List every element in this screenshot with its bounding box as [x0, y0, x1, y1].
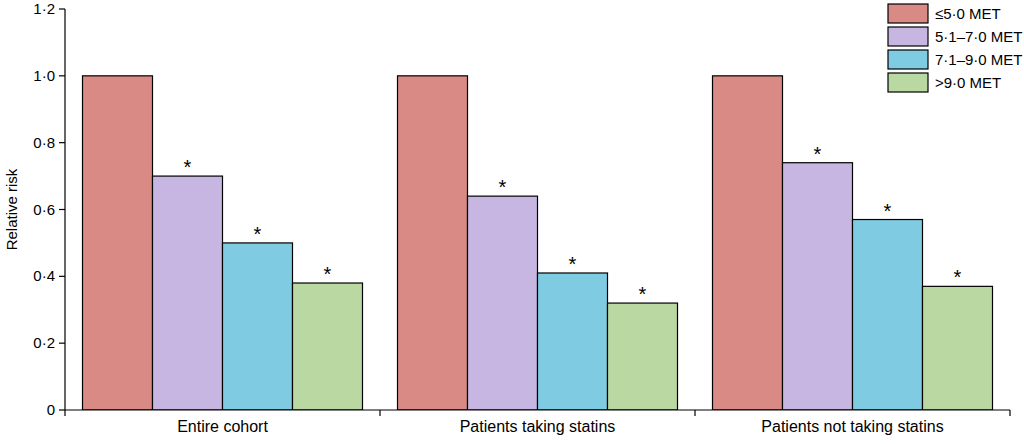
legend-swatch — [888, 73, 928, 92]
significance-marker: * — [954, 266, 962, 288]
bar — [923, 286, 993, 410]
annotations: * * * * * * * * * — [184, 143, 962, 305]
significance-marker: * — [184, 156, 192, 178]
legend-swatch — [888, 50, 928, 69]
bar — [153, 176, 223, 410]
legend-label: >9·0 MET — [935, 74, 1001, 91]
y-tick-label: 0·8 — [33, 134, 55, 151]
group-divider-tick — [1009, 410, 1010, 416]
significance-marker: * — [324, 263, 332, 285]
bar — [468, 196, 538, 410]
y-tick — [59, 209, 65, 210]
legend-label: ≤5·0 MET — [935, 5, 1001, 22]
legend-swatch — [888, 27, 928, 46]
bar — [223, 243, 293, 410]
significance-marker: * — [814, 143, 822, 165]
legend-label: 5·1–7·0 MET — [935, 28, 1023, 45]
y-tick-label: 1·2 — [33, 0, 55, 17]
bar — [608, 303, 678, 410]
bar — [83, 76, 153, 410]
y-tick — [59, 75, 65, 76]
legend-label: 7·1–9·0 MET — [935, 51, 1023, 68]
significance-marker: * — [639, 283, 647, 305]
y-axis-label: Relative risk — [3, 168, 20, 250]
significance-marker: * — [569, 253, 577, 275]
group-divider-tick — [694, 410, 695, 416]
x-tick-label: Patients taking statins — [460, 418, 616, 435]
y-tick-label: 0·4 — [33, 267, 55, 284]
bar — [293, 283, 363, 410]
bar — [538, 273, 608, 410]
significance-marker: * — [499, 176, 507, 198]
x-tick-label: Patients not taking statins — [761, 418, 943, 435]
significance-marker: * — [254, 223, 262, 245]
legend: ≤5·0 MET 5·1–7·0 MET 7·1–9·0 MET >9·0 MET — [888, 4, 1023, 92]
y-tick-label: 0·2 — [33, 334, 55, 351]
y-tick — [59, 343, 65, 344]
y-tick — [59, 276, 65, 277]
x-tick-label: Entire cohort — [177, 418, 268, 435]
significance-marker: * — [884, 200, 892, 222]
group-divider-tick — [64, 410, 65, 416]
legend-swatch — [888, 4, 928, 23]
y-tick-label: 0·6 — [33, 201, 55, 218]
bar — [783, 163, 853, 410]
axes: 0 0·2 0·4 0·6 0·8 1·0 1·2 Entire cohort Patients… — [3, 0, 1010, 435]
y-tick — [59, 8, 65, 9]
bar — [853, 220, 923, 410]
y-tick-label: 1·0 — [33, 67, 55, 84]
x-axis-line — [65, 409, 1010, 410]
group-divider-tick — [379, 410, 380, 416]
bar — [398, 76, 468, 410]
y-tick — [59, 142, 65, 143]
bars — [83, 76, 993, 410]
y-tick-label: 0 — [47, 401, 55, 418]
chart: * * * * * * * * * 0 0·2 0·4 0·6 0·8 1·0 1·2 Entire cohor… — [0, 0, 1024, 444]
bar — [713, 76, 783, 410]
y-tick — [59, 409, 65, 410]
